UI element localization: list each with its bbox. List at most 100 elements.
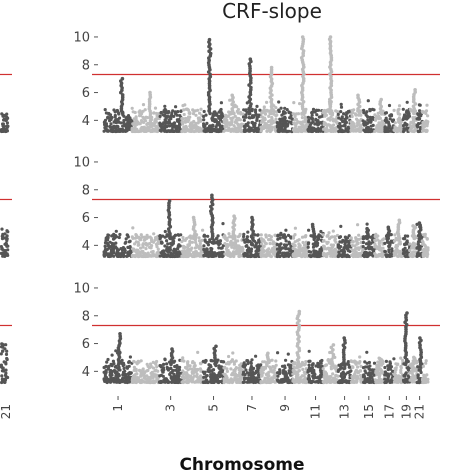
snp-point [377, 123, 381, 127]
snp-point [226, 114, 230, 118]
snp-point [168, 248, 172, 252]
snp-point [292, 101, 296, 105]
snp-point [223, 234, 227, 238]
snp-point [256, 129, 260, 133]
snp-point [228, 235, 232, 239]
snp-point [219, 129, 223, 133]
snp-point [233, 367, 237, 371]
chromosome-10-points [291, 35, 310, 134]
snp-point [277, 100, 281, 104]
chromosome-7-points [242, 215, 263, 259]
snp-point [302, 363, 306, 367]
snp-point [329, 367, 333, 371]
chromosome-5-points [201, 344, 226, 385]
peak-point [191, 215, 196, 220]
snp-point [105, 360, 109, 364]
snp-point [214, 374, 218, 378]
snp-point [152, 111, 156, 115]
snp-point [228, 121, 232, 125]
snp-point [0, 128, 4, 132]
snp-point [253, 378, 257, 382]
snp-point [166, 366, 170, 371]
snp-point [255, 104, 259, 108]
snp-point [112, 254, 116, 258]
snp-point [320, 125, 324, 129]
snp-point [415, 252, 420, 256]
snp-point [185, 249, 189, 253]
snp-point [108, 119, 112, 123]
snp-point [242, 361, 246, 365]
snp-point [282, 377, 286, 381]
snp-point [215, 377, 220, 381]
snp-point [366, 118, 370, 122]
y-tick-label: 6 [82, 337, 90, 352]
snp-point [196, 350, 200, 354]
snp-point [303, 118, 307, 122]
snp-point [349, 120, 353, 124]
chromosome-6-points [222, 214, 245, 259]
snp-point [354, 238, 358, 242]
snp-point [323, 114, 327, 118]
snp-point [1, 254, 5, 258]
chromosome-7-points [241, 354, 263, 385]
chromosome-5-points [202, 37, 225, 134]
snp-point [386, 120, 390, 124]
snp-point [426, 114, 430, 118]
snp-point [188, 375, 192, 379]
snp-point [122, 366, 126, 371]
snp-point [278, 117, 282, 121]
snp-point [0, 227, 4, 231]
snp-point [260, 125, 264, 129]
snp-point [136, 243, 140, 247]
chromosome-21-points [415, 103, 424, 134]
snp-point [297, 380, 301, 385]
snp-point [181, 380, 185, 384]
snp-point [209, 359, 213, 363]
snp-point [235, 105, 239, 109]
snp-point [334, 373, 338, 377]
snp-point [283, 115, 287, 119]
snp-point [300, 116, 304, 120]
snp-point [155, 128, 160, 132]
snp-point [409, 127, 413, 131]
snp-point [250, 121, 254, 125]
snp-point [104, 123, 108, 127]
snp-point [104, 251, 108, 255]
snp-point [271, 119, 275, 123]
snp-point [288, 248, 292, 252]
snp-point [263, 112, 268, 116]
snp-point [285, 108, 289, 112]
snp-point [239, 254, 243, 258]
snp-point [339, 128, 344, 132]
snp-point [265, 100, 269, 104]
snp-point [409, 120, 413, 124]
snp-point [375, 246, 379, 251]
snp-point [219, 113, 224, 117]
snp-point [412, 253, 416, 257]
snp-point [175, 113, 179, 117]
snp-point [114, 229, 118, 233]
snp-point [339, 110, 343, 114]
snp-point [268, 119, 272, 123]
snp-point [334, 248, 338, 252]
snp-point [176, 370, 180, 374]
peak-point [232, 214, 236, 218]
snp-point [195, 253, 199, 257]
snp-point [180, 359, 184, 363]
snp-point [245, 359, 249, 363]
snp-point [185, 380, 189, 384]
snp-point [292, 253, 296, 257]
snp-point [247, 129, 251, 133]
snp-point [376, 111, 380, 115]
snp-point [396, 254, 400, 258]
snp-point [240, 124, 244, 128]
snp-point [170, 111, 174, 115]
snp-point [215, 113, 219, 117]
snp-point [230, 242, 234, 246]
snp-point [112, 120, 116, 124]
snp-point [298, 102, 302, 106]
snp-point [282, 243, 287, 247]
snp-point [284, 228, 288, 232]
chromosome-13-points [336, 102, 353, 134]
